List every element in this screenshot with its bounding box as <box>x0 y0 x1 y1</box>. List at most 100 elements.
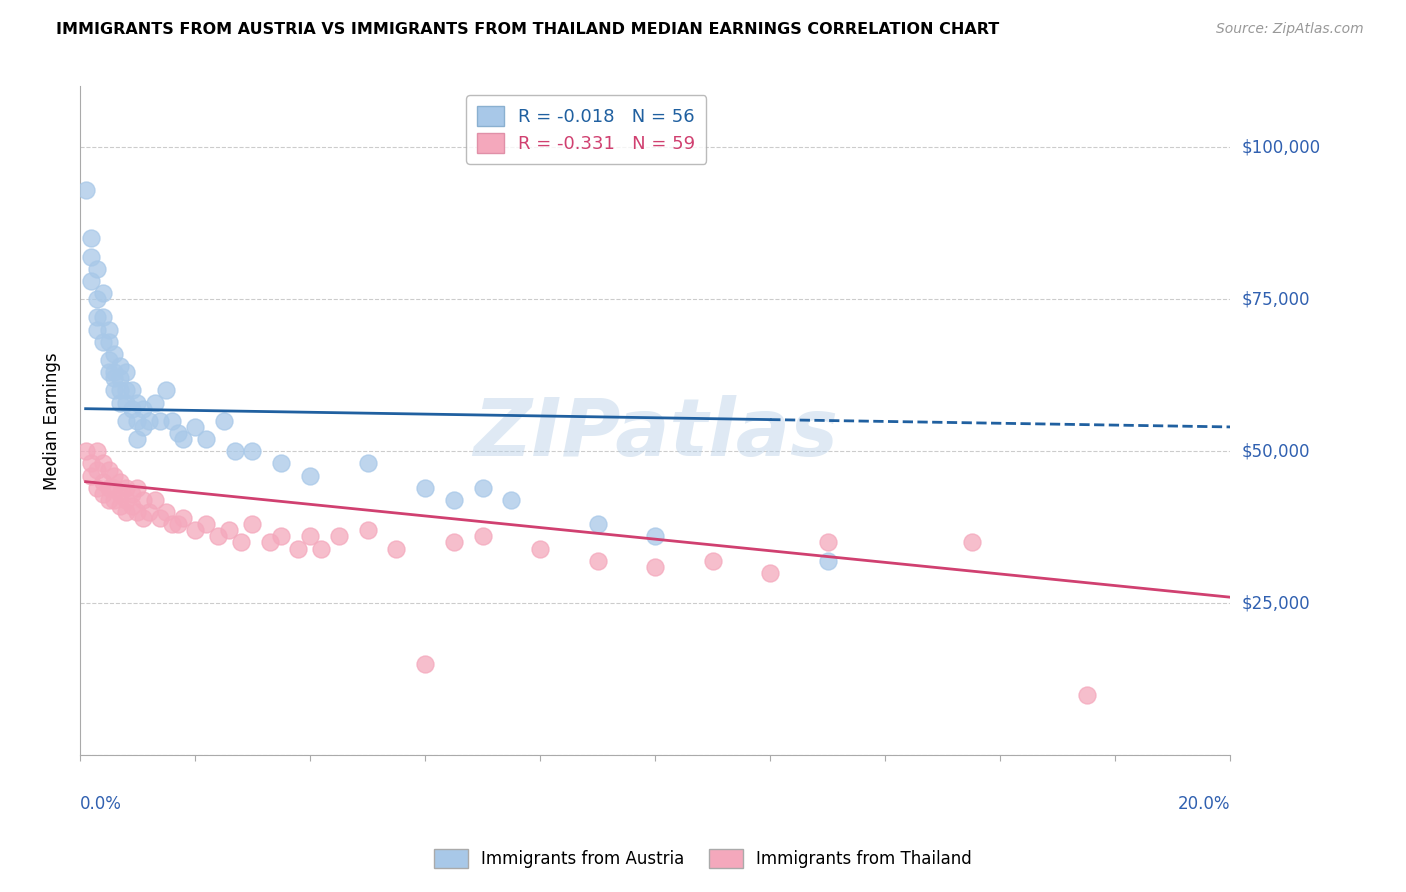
Point <box>86 462 108 476</box>
Point <box>86 481 108 495</box>
Point <box>127 432 149 446</box>
Point <box>413 481 436 495</box>
Point <box>115 414 138 428</box>
Point <box>287 541 309 556</box>
Point <box>132 511 155 525</box>
Point <box>184 524 207 538</box>
Point <box>356 524 378 538</box>
Point <box>115 505 138 519</box>
Point <box>127 505 149 519</box>
Point <box>385 541 408 556</box>
Point <box>195 517 218 532</box>
Point <box>155 384 177 398</box>
Point <box>127 414 149 428</box>
Point <box>195 432 218 446</box>
Point <box>86 310 108 325</box>
Point <box>86 292 108 306</box>
Text: $50,000: $50,000 <box>1241 442 1310 460</box>
Point <box>103 468 125 483</box>
Point <box>413 657 436 672</box>
Point <box>501 492 523 507</box>
Point <box>443 492 465 507</box>
Point <box>108 475 131 489</box>
Point <box>356 457 378 471</box>
Point <box>91 457 114 471</box>
Point <box>97 462 120 476</box>
Point <box>960 535 983 549</box>
Point <box>97 492 120 507</box>
Point <box>108 371 131 385</box>
Point <box>644 529 666 543</box>
Point <box>138 505 160 519</box>
Point <box>270 529 292 543</box>
Point <box>586 517 609 532</box>
Point <box>103 481 125 495</box>
Point <box>242 517 264 532</box>
Point <box>224 444 246 458</box>
Point <box>149 511 172 525</box>
Point <box>115 365 138 379</box>
Point <box>702 554 724 568</box>
Point <box>443 535 465 549</box>
Point <box>80 468 103 483</box>
Text: Source: ZipAtlas.com: Source: ZipAtlas.com <box>1216 22 1364 37</box>
Point <box>121 499 143 513</box>
Point <box>207 529 229 543</box>
Point <box>115 492 138 507</box>
Y-axis label: Median Earnings: Median Earnings <box>44 352 60 490</box>
Point <box>103 347 125 361</box>
Point <box>817 535 839 549</box>
Point <box>328 529 350 543</box>
Point <box>259 535 281 549</box>
Point <box>242 444 264 458</box>
Point <box>155 505 177 519</box>
Point <box>121 487 143 501</box>
Text: $75,000: $75,000 <box>1241 290 1310 309</box>
Point <box>143 395 166 409</box>
Point <box>529 541 551 556</box>
Point <box>86 261 108 276</box>
Point <box>97 353 120 368</box>
Point <box>108 384 131 398</box>
Point <box>138 414 160 428</box>
Point <box>75 444 97 458</box>
Point <box>471 529 494 543</box>
Point <box>160 517 183 532</box>
Point <box>270 457 292 471</box>
Point <box>108 395 131 409</box>
Point <box>86 444 108 458</box>
Point <box>218 524 240 538</box>
Point <box>121 384 143 398</box>
Point <box>97 481 120 495</box>
Point <box>166 517 188 532</box>
Point <box>103 492 125 507</box>
Point <box>91 334 114 349</box>
Point <box>298 468 321 483</box>
Point <box>91 286 114 301</box>
Point <box>121 401 143 416</box>
Point <box>115 481 138 495</box>
Point <box>817 554 839 568</box>
Point <box>97 323 120 337</box>
Point <box>91 487 114 501</box>
Point <box>108 487 131 501</box>
Point <box>229 535 252 549</box>
Point <box>132 401 155 416</box>
Point <box>132 492 155 507</box>
Point <box>86 323 108 337</box>
Point <box>115 384 138 398</box>
Point <box>759 566 782 580</box>
Point <box>91 310 114 325</box>
Point <box>103 371 125 385</box>
Point <box>103 365 125 379</box>
Text: ZIPatlas: ZIPatlas <box>472 395 838 474</box>
Point <box>97 365 120 379</box>
Point <box>80 274 103 288</box>
Point <box>97 334 120 349</box>
Text: 0.0%: 0.0% <box>80 796 122 814</box>
Point <box>127 395 149 409</box>
Point <box>132 420 155 434</box>
Point <box>80 231 103 245</box>
Text: IMMIGRANTS FROM AUSTRIA VS IMMIGRANTS FROM THAILAND MEDIAN EARNINGS CORRELATION : IMMIGRANTS FROM AUSTRIA VS IMMIGRANTS FR… <box>56 22 1000 37</box>
Legend: R = -0.018   N = 56, R = -0.331   N = 59: R = -0.018 N = 56, R = -0.331 N = 59 <box>465 95 706 164</box>
